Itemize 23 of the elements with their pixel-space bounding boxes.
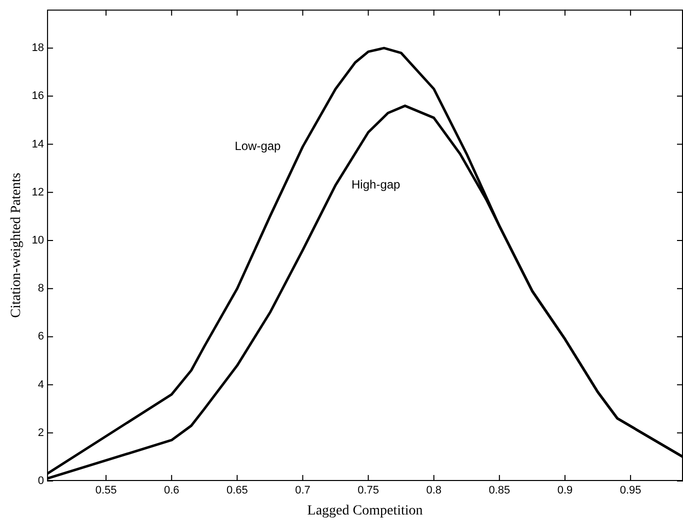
- series-label: Low-gap: [234, 139, 282, 154]
- x-axis-title: Lagged Competition: [307, 503, 423, 518]
- x-tick-label: 0.9: [557, 484, 573, 497]
- y-tick-label: 12: [32, 186, 44, 198]
- x-tick-label: 0.85: [488, 484, 510, 497]
- x-tick-label: 0.8: [426, 484, 442, 497]
- x-tick-label: 0.7: [295, 484, 310, 497]
- y-tick-label: 18: [32, 42, 44, 54]
- y-axis-title: Citation-weighted Patents: [9, 172, 24, 318]
- y-tick-label: 16: [32, 90, 44, 102]
- x-tick-label: 0.75: [358, 484, 380, 497]
- y-tick-label: 0: [38, 475, 44, 488]
- x-tick-label: 0.6: [164, 484, 180, 497]
- y-tick-label: 14: [32, 138, 44, 150]
- x-tick-label: 0.65: [226, 484, 248, 497]
- y-tick-label: 10: [32, 234, 44, 247]
- y-tick-label: 2: [38, 426, 44, 439]
- series-label: High-gap: [352, 177, 401, 192]
- y-tick-label: 8: [38, 282, 44, 295]
- y-tick-label: 4: [38, 378, 44, 391]
- x-tick-label: 0.55: [95, 484, 117, 497]
- x-tick-label: 0.95: [620, 484, 642, 497]
- y-tick-label: 6: [38, 330, 44, 343]
